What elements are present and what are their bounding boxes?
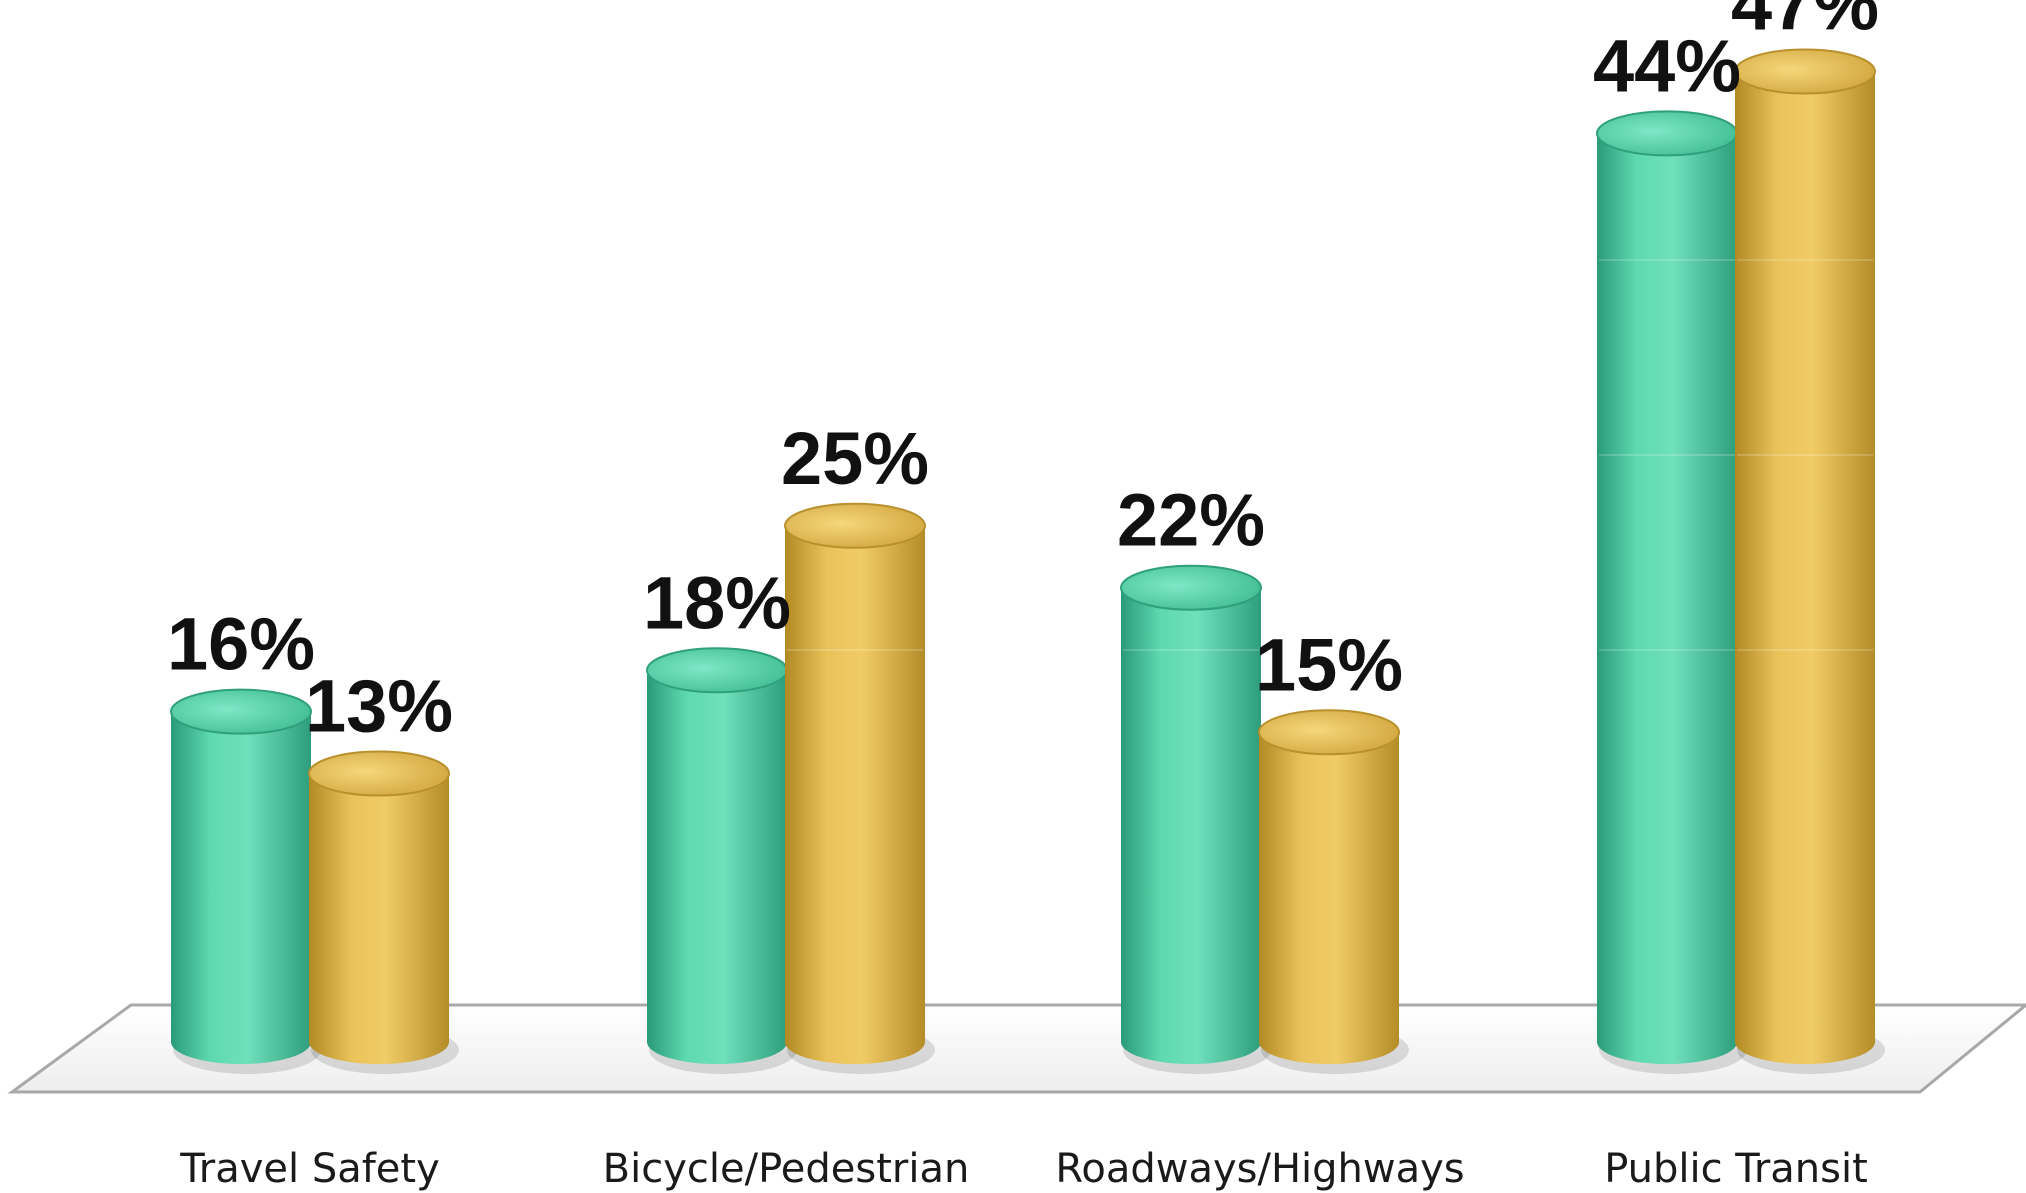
data-label-gold-3: 15% — [1255, 623, 1403, 706]
bar-gold-2 — [784, 502, 935, 1074]
bar-green-1 — [170, 688, 321, 1074]
bar-gold-4 — [1734, 48, 1885, 1074]
bar-green-3 — [1120, 564, 1271, 1074]
category-labels-group: Travel Safety Bicycle/Pedestrian Roadways/… — [179, 1146, 1868, 1192]
data-label-gold-2: 25% — [781, 417, 929, 500]
bar-gold-1 — [308, 750, 459, 1074]
data-label-green-2: 18% — [643, 561, 791, 644]
category-label-2: Bicycle/Pedestrian — [603, 1146, 970, 1192]
category-label-3: Roadways/Highways — [1055, 1146, 1464, 1192]
category-label-1: Travel Safety — [179, 1146, 440, 1192]
bar-green-2 — [646, 647, 797, 1074]
bars-group — [170, 48, 1885, 1074]
data-labels-group: 16%13% 18% 25% 22% 15% 44%47% — [167, 0, 1879, 748]
bar-green-4 — [1596, 110, 1747, 1074]
data-label-green-1: 16% — [167, 603, 315, 686]
bar-gold-3 — [1258, 709, 1409, 1074]
data-label-gold-4: 47% — [1731, 0, 1879, 45]
data-label-gold-1: 13% — [305, 665, 453, 748]
data-label-green-4: 44% — [1593, 24, 1741, 107]
data-label-green-3: 22% — [1117, 479, 1265, 562]
category-label-4: Public Transit — [1604, 1146, 1868, 1192]
